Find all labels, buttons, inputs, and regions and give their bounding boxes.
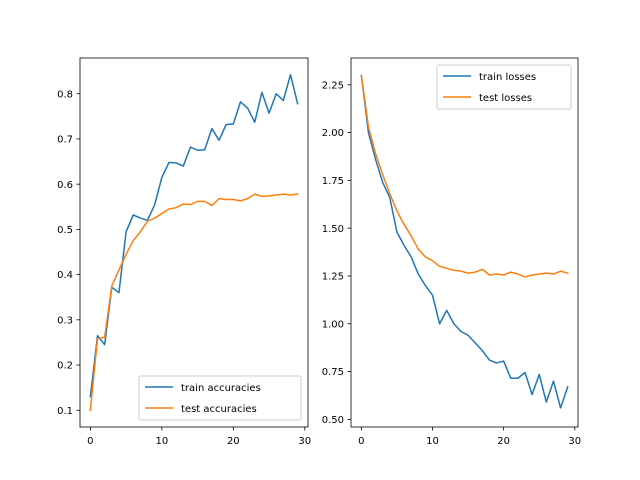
y-tick-label: 0.4 — [57, 270, 73, 281]
legend-label-train-accuracies: train accuracies — [181, 383, 261, 394]
y-tick-label: 0.5 — [57, 225, 73, 236]
y-tick-label: 1.25 — [322, 272, 344, 283]
x-tick-label: 20 — [227, 436, 240, 447]
series-line-train-accuracies — [89, 73, 299, 398]
series-lines — [360, 74, 569, 409]
series-line-test-accuracies — [89, 193, 299, 412]
series-line-test-losses — [360, 74, 569, 278]
legend-label-test-losses: test losses — [479, 93, 532, 104]
legend-box — [138, 375, 302, 421]
series-line-train-losses — [360, 74, 569, 409]
x-tick-label: 30 — [568, 436, 581, 447]
x-tick-label: 10 — [426, 436, 439, 447]
legend-label-train-losses: train losses — [479, 72, 536, 83]
legend-label-test-accuracies: test accuracies — [181, 404, 257, 415]
y-tick-label: 0.2 — [57, 361, 73, 372]
y-tick-label: 1.50 — [322, 224, 344, 235]
y-tick-label: 0.1 — [57, 406, 73, 417]
legend: train accuracies test accuracies — [138, 375, 302, 421]
legend: train losses test losses — [436, 64, 572, 110]
accuracy-chart-panel: 0 10 20 30 0.1 0.2 0.3 0.4 0.5 0.6 0.7 0.8 train acc… — [57, 57, 311, 447]
loss-chart-panel: 0 10 20 30 0.50 0.75 1.00 1.25 1.50 1.75 2.00 2.25 t… — [322, 57, 581, 447]
y-tick-label: 1.00 — [322, 319, 344, 330]
y-tick-label: 0.75 — [322, 367, 344, 378]
axes-frame — [79, 57, 309, 428]
x-tick-label: 0 — [87, 436, 93, 447]
x-tick-label: 30 — [298, 436, 311, 447]
axes-frame — [350, 57, 579, 428]
y-tick-label: 0.8 — [57, 89, 73, 100]
y-tick-label: 2.25 — [322, 80, 344, 91]
x-tick-label: 10 — [155, 436, 168, 447]
y-tick-label: 2.00 — [322, 128, 344, 139]
series-lines — [89, 73, 299, 412]
y-tick-label: 0.3 — [57, 315, 73, 326]
y-tick-label: 1.75 — [322, 176, 344, 187]
x-tick-label: 20 — [497, 436, 510, 447]
y-tick-label: 0.7 — [57, 135, 73, 146]
y-tick-label: 0.6 — [57, 180, 73, 191]
y-tick-label: 0.50 — [322, 415, 344, 426]
x-tick-label: 0 — [358, 436, 364, 447]
